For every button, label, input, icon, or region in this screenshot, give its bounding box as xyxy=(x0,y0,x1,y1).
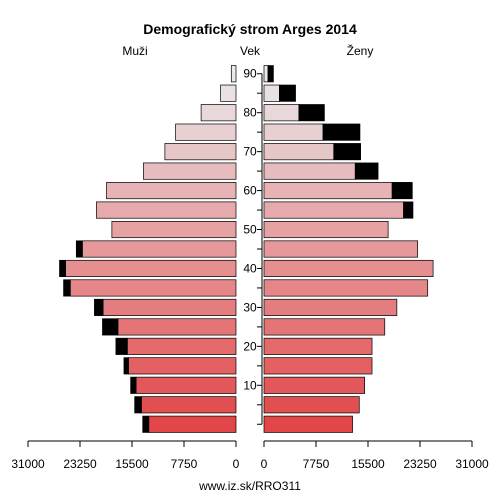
x-tick-label: 31000 xyxy=(455,457,489,471)
male-bar-20 xyxy=(126,337,237,355)
female-bar-75 xyxy=(263,123,324,141)
male-bar-70 xyxy=(164,143,237,161)
male-bar-75 xyxy=(175,123,237,141)
female-bars xyxy=(263,65,434,433)
male-bar-60 xyxy=(106,182,237,200)
female-bar-25 xyxy=(263,318,386,336)
female-bar-80 xyxy=(263,104,300,122)
male-bar-10 xyxy=(135,376,237,394)
female-bar-40 xyxy=(263,259,434,278)
male-bar-5 xyxy=(141,396,237,414)
male-x-axis: 31000 23250 15500 7750 0 xyxy=(11,440,240,471)
male-bar-30 xyxy=(102,298,237,316)
male-bar-40 xyxy=(65,259,237,278)
female-bar-0 xyxy=(263,415,353,433)
female-excess-85 xyxy=(279,84,296,102)
age-tick-label: 40 xyxy=(243,261,257,275)
x-tick-label: 15500 xyxy=(115,457,149,471)
male-bar-25 xyxy=(117,318,237,336)
chart-title: Demografický strom Arges 2014 xyxy=(143,21,357,37)
age-tick-label: 70 xyxy=(243,145,257,159)
female-bar-30 xyxy=(263,298,398,316)
x-tick-label: 7750 xyxy=(171,457,198,471)
female-bar-50 xyxy=(263,220,389,239)
age-tick-label: 10 xyxy=(243,378,257,392)
female-bar-35 xyxy=(263,279,429,297)
female-excess-55 xyxy=(403,201,414,219)
age-header: Vek xyxy=(240,44,261,58)
female-excess-80 xyxy=(298,104,325,122)
female-excess-70 xyxy=(333,143,361,161)
male-excess-0 xyxy=(142,415,150,433)
male-excess-30 xyxy=(94,298,104,316)
female-bar-10 xyxy=(263,376,365,394)
x-tick-label: 23250 xyxy=(63,457,97,471)
x-tick-label: 23250 xyxy=(403,457,437,471)
age-tick-label: 80 xyxy=(243,106,257,120)
age-tick-label: 90 xyxy=(243,67,257,81)
footer-source: www.iz.sk/RRO311 xyxy=(198,479,301,493)
male-bar-80 xyxy=(200,104,237,122)
male-excess-35 xyxy=(63,279,71,297)
female-bar-60 xyxy=(263,182,393,200)
male-excess-25 xyxy=(102,318,119,336)
male-bar-50 xyxy=(111,220,237,239)
x-tick-label: 0 xyxy=(233,457,240,471)
female-bar-45 xyxy=(263,240,419,258)
male-bar-65 xyxy=(143,162,237,180)
x-tick-label: 31000 xyxy=(11,457,45,471)
male-excess-20 xyxy=(115,337,128,355)
male-bar-45 xyxy=(81,240,237,258)
female-excess-75 xyxy=(322,123,361,141)
male-bars xyxy=(59,65,237,433)
male-bar-15 xyxy=(128,357,237,375)
x-tick-label: 0 xyxy=(261,457,268,471)
female-bar-65 xyxy=(263,162,356,180)
male-bar-55 xyxy=(96,201,237,219)
female-bar-90 xyxy=(263,65,269,83)
female-excess-65 xyxy=(354,162,379,180)
male-excess-45 xyxy=(75,240,83,258)
female-bar-85 xyxy=(263,84,280,102)
age-tick-label: 60 xyxy=(243,184,257,198)
male-bar-85 xyxy=(220,84,237,102)
male-header: Muži xyxy=(122,44,147,58)
male-bar-35 xyxy=(69,279,237,297)
x-tick-label: 7750 xyxy=(303,457,330,471)
age-tick-label: 50 xyxy=(243,223,257,237)
female-bar-70 xyxy=(263,143,335,161)
male-excess-15 xyxy=(123,357,129,375)
x-tick-label: 15500 xyxy=(351,457,385,471)
age-tick-label: 30 xyxy=(243,300,257,314)
female-excess-90 xyxy=(267,65,274,83)
female-header: Ženy xyxy=(347,43,374,58)
male-excess-10 xyxy=(130,376,137,394)
male-bar-90 xyxy=(230,65,237,83)
female-bar-55 xyxy=(263,201,404,219)
female-bar-5 xyxy=(263,396,360,414)
male-excess-5 xyxy=(134,396,142,414)
male-excess-40 xyxy=(59,259,66,278)
age-axis: 10 20 30 40 50 60 70 80 90 xyxy=(243,67,263,425)
male-bar-0 xyxy=(148,415,237,433)
age-tick-label: 20 xyxy=(243,339,257,353)
female-bar-15 xyxy=(263,357,373,375)
female-excess-60 xyxy=(391,182,413,200)
female-x-axis: 0 7750 15500 23250 31000 xyxy=(261,440,489,471)
female-bar-20 xyxy=(263,337,373,355)
